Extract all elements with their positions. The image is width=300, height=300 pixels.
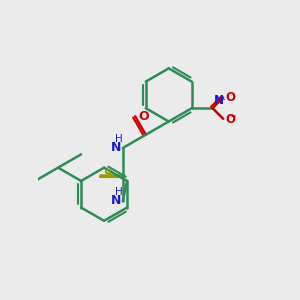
Text: N: N — [214, 94, 224, 107]
Text: H: H — [116, 134, 123, 144]
Text: -: - — [230, 110, 235, 124]
Text: N: N — [111, 141, 122, 154]
Text: S: S — [103, 168, 112, 181]
Text: O: O — [138, 110, 148, 123]
Text: N: N — [111, 194, 122, 207]
Text: O: O — [225, 91, 235, 103]
Text: O: O — [225, 113, 235, 126]
Text: H: H — [116, 187, 123, 197]
Text: +: + — [219, 95, 225, 104]
